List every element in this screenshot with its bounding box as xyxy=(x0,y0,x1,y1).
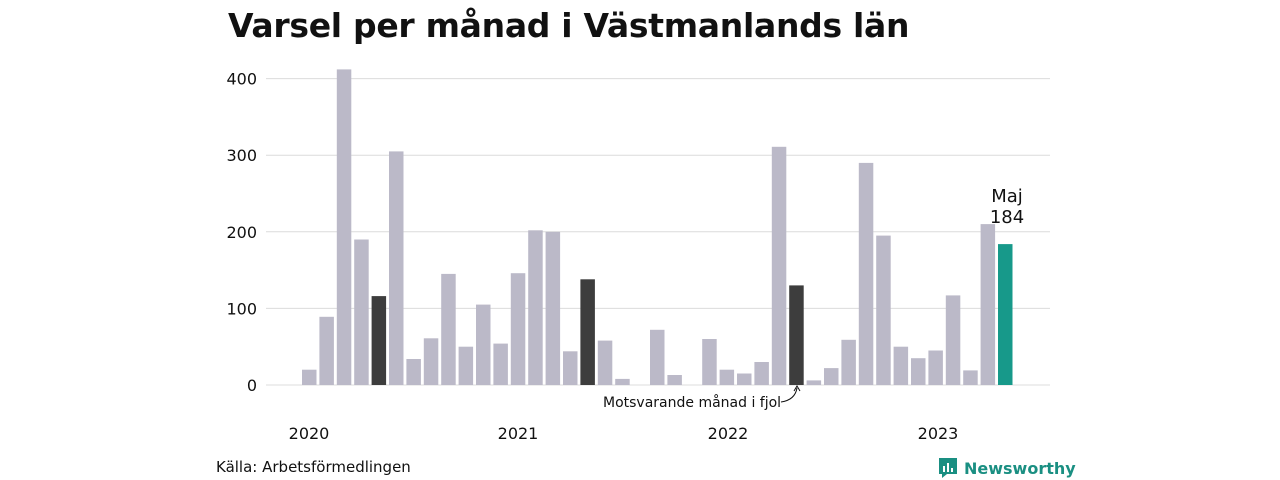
bar xyxy=(389,151,404,385)
annotation-arrowhead xyxy=(793,385,801,392)
bar xyxy=(876,235,891,385)
bar xyxy=(476,304,491,385)
bar xyxy=(754,362,769,385)
bar xyxy=(319,316,334,385)
bar xyxy=(824,368,839,385)
bar-chart-logo-icon xyxy=(939,458,957,478)
chart-title: Varsel per månad i Västmanlands län xyxy=(228,6,910,45)
bar xyxy=(354,239,369,385)
bar xyxy=(858,162,874,385)
y-tick-label: 400 xyxy=(226,70,257,89)
bar xyxy=(893,346,909,385)
bar xyxy=(650,329,665,385)
bar xyxy=(702,339,717,385)
x-tick-label: 2023 xyxy=(918,424,959,443)
source-note: Källa: Arbetsförmedlingen xyxy=(216,458,411,476)
y-tick-label: 100 xyxy=(226,299,257,318)
x-axis: 2020 2021 2022 2023 xyxy=(289,424,959,443)
bar xyxy=(423,338,439,385)
y-tick-label: 0 xyxy=(247,376,257,395)
bar xyxy=(441,273,456,385)
brand[interactable]: Newsworthy xyxy=(938,457,1076,479)
bar xyxy=(510,273,526,385)
bar xyxy=(806,380,822,385)
x-tick-label: 2022 xyxy=(708,424,749,443)
callout-value: 184 xyxy=(990,207,1024,228)
bar xyxy=(458,346,474,385)
bar xyxy=(336,69,352,386)
bar xyxy=(911,358,926,385)
bar xyxy=(963,370,978,385)
bar xyxy=(719,369,735,385)
bar xyxy=(841,339,856,385)
bar xyxy=(302,369,317,385)
bar xyxy=(771,146,787,385)
bar xyxy=(615,378,630,385)
bar-same-month-last-year xyxy=(580,279,595,385)
brand-name: Newsworthy xyxy=(964,458,1076,478)
bar-same-month-last-year xyxy=(371,296,387,385)
callout-month: Maj xyxy=(991,186,1023,207)
bar xyxy=(945,295,961,385)
bar xyxy=(528,230,543,385)
bar xyxy=(980,224,996,385)
x-tick-label: 2020 xyxy=(289,424,330,443)
bar xyxy=(667,375,682,385)
annotation-text: Motsvarande månad i fjol xyxy=(603,394,781,411)
bars xyxy=(302,69,1013,386)
bar-current-month xyxy=(998,244,1013,385)
bar xyxy=(493,343,508,385)
bar xyxy=(406,359,421,385)
callout: Maj 184 xyxy=(990,186,1024,228)
bar xyxy=(545,231,561,385)
annotation-arrow xyxy=(780,387,798,403)
bar-same-month-last-year xyxy=(789,285,804,385)
bar xyxy=(597,340,613,385)
x-tick-label: 2021 xyxy=(498,424,539,443)
annotation: Motsvarande månad i fjol xyxy=(603,385,801,411)
bar xyxy=(737,373,752,385)
y-tick-label: 200 xyxy=(226,223,257,242)
bar xyxy=(928,350,943,385)
y-axis: 0 100 200 300 400 xyxy=(226,70,257,395)
y-tick-label: 300 xyxy=(226,146,257,165)
bar xyxy=(563,351,578,385)
